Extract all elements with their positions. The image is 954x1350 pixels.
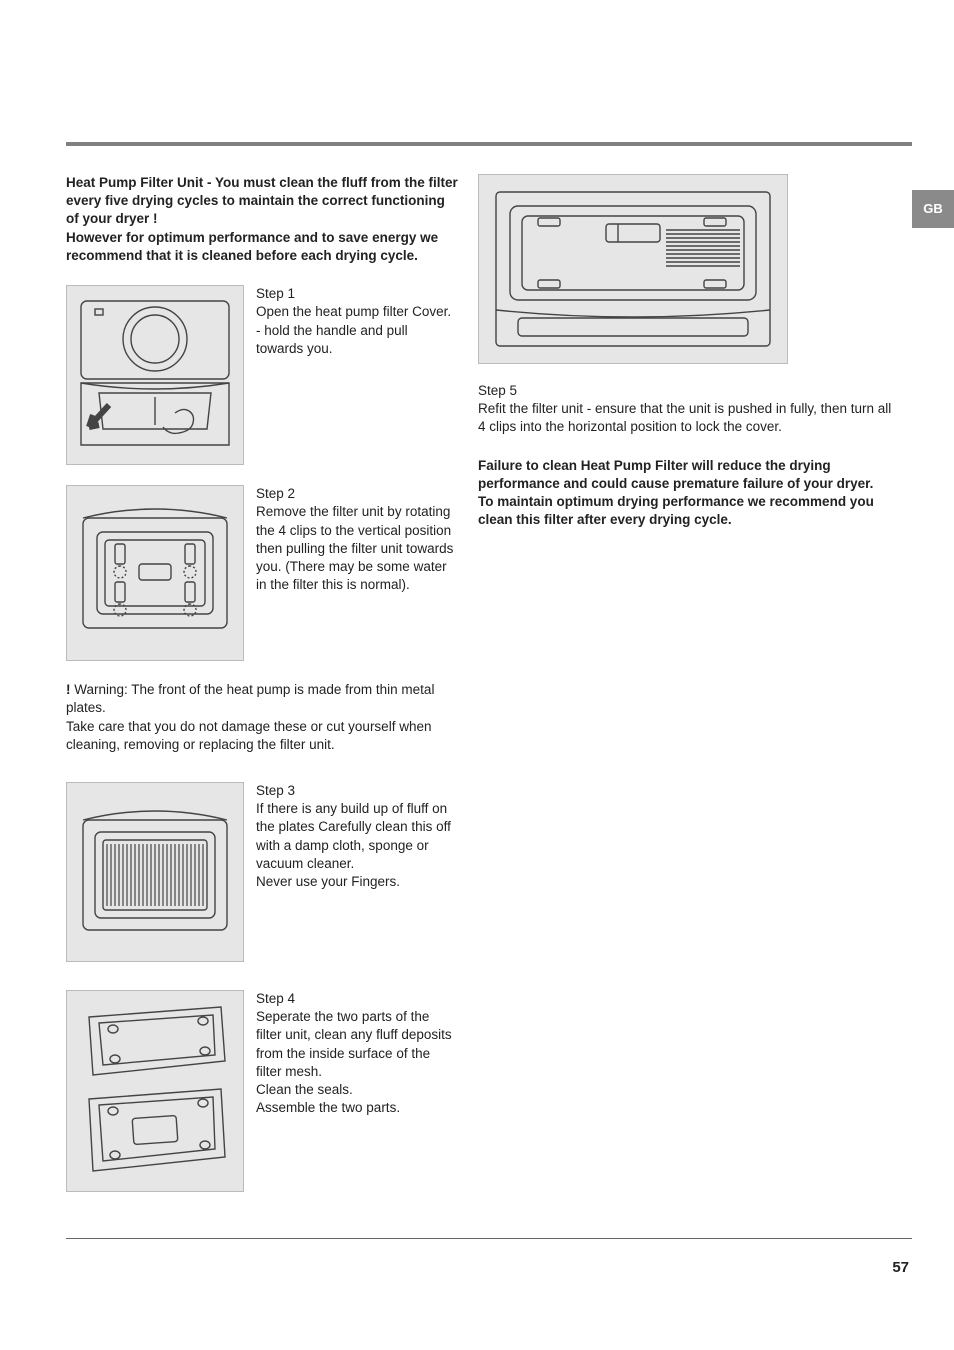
- step-2-body: Remove the filter unit by rotating the 4…: [256, 503, 458, 594]
- step-5-title: Step 5: [478, 382, 892, 400]
- step-4-title: Step 4: [256, 990, 458, 1008]
- failure-notice: Failure to clean Heat Pump Filter will r…: [478, 457, 892, 530]
- step-1-illustration: [66, 285, 244, 465]
- step-1: Step 1 Open the heat pump filter Cover. …: [66, 285, 458, 465]
- step-3-title: Step 3: [256, 782, 458, 800]
- step-4-text: Step 4 Seperate the two parts of the fil…: [256, 990, 458, 1192]
- dryer-front-icon: [75, 295, 235, 455]
- step-5-body: Refit the filter unit - ensure that the …: [478, 400, 892, 436]
- step-3-illustration: [66, 782, 244, 962]
- step-1-line1: Open the heat pump filter Cover.: [256, 303, 458, 321]
- warning-body: Take care that you do not damage these o…: [66, 718, 458, 754]
- step-2-illustration: [66, 485, 244, 661]
- step-2: Step 2 Remove the filter unit by rotatin…: [66, 485, 458, 661]
- step-4: Step 4 Seperate the two parts of the fil…: [66, 990, 458, 1192]
- warning-block: ! Warning: The front of the heat pump is…: [66, 681, 458, 754]
- warning-icon: !: [66, 682, 71, 697]
- step-4-line2: Clean the seals.: [256, 1081, 458, 1099]
- step-4-illustration: [66, 990, 244, 1192]
- language-tab-label: GB: [923, 200, 943, 218]
- step-3-text: Step 3 If there is any build up of fluff…: [256, 782, 458, 962]
- step-3-line2: Never use your Fingers.: [256, 873, 458, 891]
- warning-title: Warning: The front of the heat pump is m…: [66, 682, 434, 715]
- step-1-text: Step 1 Open the heat pump filter Cover. …: [256, 285, 458, 465]
- top-divider: [66, 142, 912, 146]
- step-3-body: If there is any build up of fluff on the…: [256, 800, 458, 873]
- step-2-title: Step 2: [256, 485, 458, 503]
- filter-unit-clips-icon: [75, 494, 235, 652]
- step-5-text: Step 5 Refit the filter unit - ensure th…: [478, 382, 892, 437]
- step-4-line1: Seperate the two parts of the filter uni…: [256, 1008, 458, 1081]
- step-1-line2: - hold the handle and pull towards you.: [256, 322, 458, 358]
- heat-pump-plates-icon: [75, 792, 235, 952]
- step-2-text: Step 2 Remove the filter unit by rotatin…: [256, 485, 458, 661]
- page-number: 57: [892, 1258, 909, 1278]
- step-4-line3: Assemble the two parts.: [256, 1099, 458, 1117]
- filter-separated-icon: [75, 999, 235, 1183]
- left-column: Heat Pump Filter Unit - You must clean t…: [66, 174, 458, 1192]
- step-1-title: Step 1: [256, 285, 458, 303]
- language-tab: GB: [912, 190, 954, 228]
- step-5-illustration: [478, 174, 788, 364]
- intro-bold-text: Heat Pump Filter Unit - You must clean t…: [66, 174, 458, 265]
- refit-filter-icon: [488, 184, 778, 354]
- right-column: Step 5 Refit the filter unit - ensure th…: [478, 174, 892, 530]
- step-3: Step 3 If there is any build up of fluff…: [66, 782, 458, 962]
- bottom-divider: [66, 1238, 912, 1239]
- warning-title-line: ! Warning: The front of the heat pump is…: [66, 681, 458, 717]
